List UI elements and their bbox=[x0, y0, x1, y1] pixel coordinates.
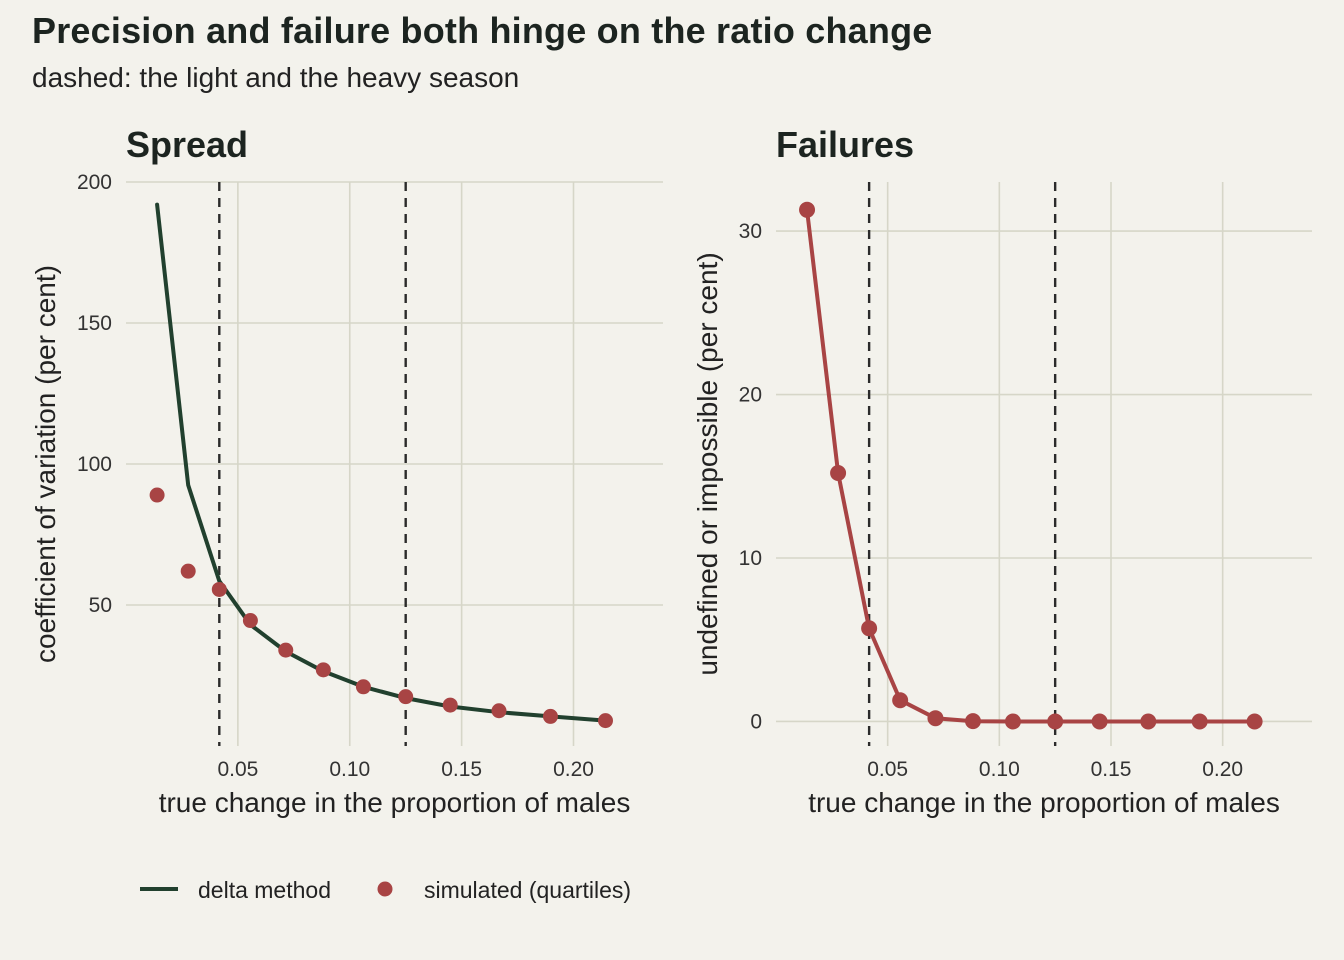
x-tick-label: 0.20 bbox=[1202, 758, 1243, 781]
data-point bbox=[398, 689, 414, 705]
x-tick-label: 0.10 bbox=[979, 758, 1020, 781]
y-tick-label: 100 bbox=[77, 453, 112, 476]
panel-failures: Failures 0 10 20 30 0.05 0.10 0.15 0.20 true chan… bbox=[692, 124, 1312, 818]
data-point bbox=[355, 679, 371, 695]
data-point bbox=[442, 697, 458, 713]
x-tick-label: 0.05 bbox=[217, 758, 258, 781]
legend-label: delta method bbox=[198, 877, 331, 903]
data-point bbox=[1047, 713, 1064, 730]
y-tick-label: 30 bbox=[739, 220, 762, 243]
chart-subtitle: dashed: the light and the heavy season bbox=[32, 62, 520, 93]
x-tick-label: 0.20 bbox=[553, 758, 594, 781]
data-point bbox=[278, 642, 294, 658]
data-point bbox=[799, 201, 816, 218]
legend: delta method simulated (quartiles) bbox=[140, 877, 631, 903]
panel-title: Spread bbox=[126, 124, 248, 165]
series-line-delta-method bbox=[155, 202, 608, 723]
chart-title: Precision and failure both hinge on the … bbox=[32, 10, 933, 51]
data-point bbox=[542, 708, 558, 724]
y-tick-label: 0 bbox=[750, 710, 762, 733]
data-point bbox=[149, 487, 165, 503]
x-tick-label: 0.15 bbox=[441, 758, 482, 781]
data-point bbox=[1191, 713, 1208, 730]
panel-spread: Spread 50 100 150 200 0.05 0.10 0.15 0.20 true ch… bbox=[30, 124, 663, 818]
data-point bbox=[1091, 713, 1108, 730]
data-point bbox=[597, 713, 613, 729]
data-point bbox=[1004, 713, 1021, 730]
x-tick-label: 0.15 bbox=[1091, 758, 1132, 781]
data-point bbox=[180, 563, 196, 579]
data-point bbox=[242, 613, 258, 629]
data-point bbox=[892, 692, 909, 709]
data-point bbox=[211, 581, 227, 597]
data-point bbox=[491, 703, 507, 719]
data-point bbox=[861, 620, 878, 637]
y-tick-label: 20 bbox=[739, 384, 762, 407]
y-tick-label: 10 bbox=[739, 547, 762, 570]
y-tick-label: 150 bbox=[77, 312, 112, 335]
data-point bbox=[1140, 713, 1157, 730]
y-tick-label: 50 bbox=[89, 594, 112, 617]
x-axis-label: true change in the proportion of males bbox=[808, 787, 1280, 818]
data-point bbox=[927, 710, 944, 727]
series-line-simulated-quartiles- bbox=[805, 207, 1257, 724]
data-point bbox=[315, 662, 331, 678]
legend-label: simulated (quartiles) bbox=[424, 877, 631, 903]
panel-title: Failures bbox=[776, 124, 914, 165]
x-axis-label: true change in the proportion of males bbox=[159, 787, 631, 818]
data-point bbox=[964, 713, 981, 730]
y-axis-label: coefficient of variation (per cent) bbox=[30, 265, 61, 663]
y-axis-label: undefined or impossible (per cent) bbox=[692, 252, 723, 675]
x-tick-label: 0.10 bbox=[329, 758, 370, 781]
legend-key-point bbox=[377, 881, 393, 897]
y-tick-label: 200 bbox=[77, 171, 112, 194]
data-point bbox=[830, 464, 847, 481]
x-tick-label: 0.05 bbox=[867, 758, 908, 781]
data-point bbox=[1246, 713, 1263, 730]
